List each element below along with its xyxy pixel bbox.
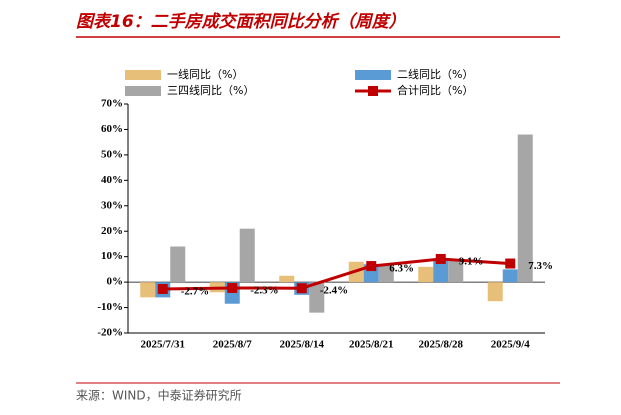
legend-label: 三四线同比（%） <box>167 83 254 97</box>
y-tick-label: 20% <box>101 225 123 237</box>
x-tick-label: 2025/8/28 <box>418 339 463 351</box>
line <box>162 257 511 291</box>
line-marker <box>435 253 446 264</box>
line-marker <box>227 282 238 293</box>
bar <box>418 266 434 283</box>
data-label: -2.4% <box>320 285 348 297</box>
line-marker <box>157 283 168 294</box>
y-tick-label: 10% <box>101 250 123 262</box>
legend-swatch <box>355 70 391 80</box>
bar <box>517 134 533 283</box>
y-tick-label: -20% <box>97 327 123 339</box>
y-tick-label: -10% <box>97 301 123 313</box>
y-tick-label: 50% <box>101 148 123 160</box>
bar <box>378 264 394 283</box>
bar <box>140 282 156 298</box>
bar <box>239 228 255 283</box>
bar <box>487 282 503 302</box>
x-tick-label: 2025/8/7 <box>213 339 253 351</box>
x-tick-label: 2025/8/14 <box>279 339 324 351</box>
y-tick-label: 0% <box>107 276 124 288</box>
bar <box>309 282 325 313</box>
data-label: -2.7% <box>181 286 209 298</box>
legend-swatch <box>368 86 378 96</box>
bar <box>279 275 295 283</box>
line-marker <box>505 258 516 269</box>
x-tick-label: 2025/8/21 <box>349 339 394 351</box>
line-marker <box>296 283 307 294</box>
bar <box>170 246 186 283</box>
bar <box>433 260 449 283</box>
x-tick-label: 2025/9/4 <box>491 339 531 351</box>
data-label: 6.3% <box>389 263 414 275</box>
data-label: -2.3% <box>250 284 278 296</box>
bar <box>448 259 464 283</box>
y-tick-label: 60% <box>101 123 123 135</box>
y-tick-label: 30% <box>101 199 123 211</box>
y-tick-label: 40% <box>101 174 123 186</box>
line-marker <box>366 261 377 272</box>
x-tick-label: 2025/7/31 <box>140 339 185 351</box>
y-tick-label: 70% <box>101 98 123 110</box>
legend-swatch <box>125 86 161 96</box>
legend-label: 一线同比（%） <box>167 67 243 81</box>
data-label: 9.1% <box>459 255 484 267</box>
bar <box>502 269 518 283</box>
legend-label: 合计同比（%） <box>397 83 473 97</box>
legend-swatch <box>125 70 161 80</box>
chart-title: 图表16：二手房成交面积同比分析（周度） <box>76 12 406 32</box>
legend-label: 二线同比（%） <box>397 67 473 81</box>
source: 来源：WIND，中泰证券研究所 <box>76 388 242 403</box>
data-label: 7.3% <box>528 260 553 272</box>
